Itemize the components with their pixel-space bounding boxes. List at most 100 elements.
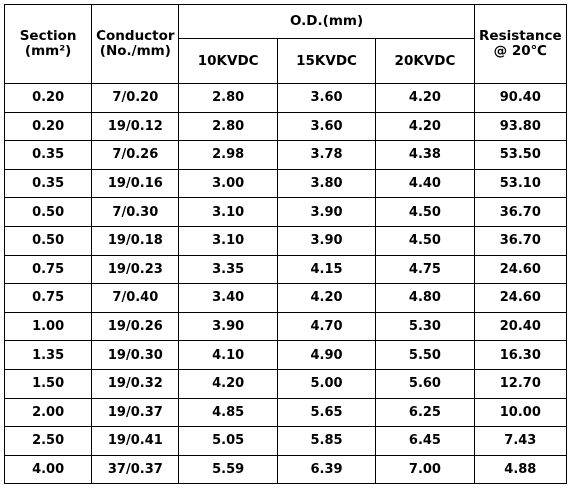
cell-section: 1.35 xyxy=(3,340,93,370)
cell-resistance: 36.70 xyxy=(473,197,568,227)
cell-conductor: 7/0.26 xyxy=(91,140,180,170)
cell-od-15kvdc: 4.15 xyxy=(276,254,377,285)
cell-od-20kvdc: 4.75 xyxy=(375,254,475,285)
cell-conductor: 7/0.40 xyxy=(91,283,180,313)
cell-conductor: 19/0.30 xyxy=(91,340,180,370)
table-row: 0.20 19/0.12 2.80 3.60 4.20 93.80 xyxy=(3,111,568,142)
cell-conductor: 19/0.16 xyxy=(91,168,180,199)
table-row: 0.35 7/0.26 2.98 3.78 4.38 53.50 xyxy=(3,140,568,170)
cell-od-10kvdc: 5.05 xyxy=(178,426,278,456)
cell-section: 1.50 xyxy=(3,368,93,399)
cell-conductor: 19/0.23 xyxy=(91,254,180,285)
cell-conductor: 19/0.37 xyxy=(91,397,180,428)
cell-conductor: 19/0.32 xyxy=(91,368,180,399)
cell-od-15kvdc: 5.85 xyxy=(276,426,377,456)
cell-resistance: 10.00 xyxy=(473,397,568,428)
cell-resistance: 20.40 xyxy=(473,311,568,342)
cell-section: 0.20 xyxy=(3,83,93,113)
cell-od-20kvdc: 4.40 xyxy=(375,168,475,199)
header-conductor-title: Conductor xyxy=(96,28,175,44)
cell-od-20kvdc: 6.45 xyxy=(375,426,475,456)
cell-od-15kvdc: 5.65 xyxy=(276,397,377,428)
cell-od-20kvdc: 5.50 xyxy=(375,340,475,370)
cell-od-10kvdc: 4.85 xyxy=(178,397,278,428)
cell-od-15kvdc: 3.80 xyxy=(276,168,377,199)
table-row: 1.35 19/0.30 4.10 4.90 5.50 16.30 xyxy=(3,340,568,370)
cable-spec-table: Section (mm²) Conductor (No./mm) O.D.(mm… xyxy=(3,4,568,485)
table-row: 0.35 19/0.16 3.00 3.80 4.40 53.10 xyxy=(3,168,568,199)
cell-section: 0.35 xyxy=(3,168,93,199)
cell-section: 1.00 xyxy=(3,311,93,342)
cell-section: 2.00 xyxy=(3,397,93,428)
cell-resistance: 53.50 xyxy=(473,140,568,170)
cell-conductor: 7/0.20 xyxy=(91,83,180,113)
table-row: 0.50 7/0.30 3.10 3.90 4.50 36.70 xyxy=(3,197,568,227)
cell-od-15kvdc: 5.00 xyxy=(276,368,377,399)
cell-conductor: 19/0.18 xyxy=(91,225,180,256)
table-row: 0.50 19/0.18 3.10 3.90 4.50 36.70 xyxy=(3,225,568,256)
table-row: 4.00 37/0.37 5.59 6.39 7.00 4.88 xyxy=(3,454,568,485)
cell-od-10kvdc: 3.10 xyxy=(178,197,278,227)
cell-od-15kvdc: 3.90 xyxy=(276,197,377,227)
header-od-group: O.D.(mm) xyxy=(178,4,475,39)
cell-od-10kvdc: 3.40 xyxy=(178,283,278,313)
header-resistance-unit: @ 20℃ xyxy=(493,43,547,59)
cell-od-10kvdc: 3.90 xyxy=(178,311,278,342)
cell-od-20kvdc: 4.80 xyxy=(375,283,475,313)
cell-od-15kvdc: 3.60 xyxy=(276,83,377,113)
table-row: 1.50 19/0.32 4.20 5.00 5.60 12.70 xyxy=(3,368,568,399)
header-od-10kvdc: 10KVDC xyxy=(178,38,278,84)
cell-resistance: 12.70 xyxy=(473,368,568,399)
cell-resistance: 7.43 xyxy=(473,426,568,456)
cell-od-15kvdc: 6.39 xyxy=(276,454,377,485)
cell-resistance: 36.70 xyxy=(473,225,568,256)
cell-od-10kvdc: 2.80 xyxy=(178,83,278,113)
cell-section: 4.00 xyxy=(3,454,93,485)
cell-od-10kvdc: 3.00 xyxy=(178,168,278,199)
cell-resistance: 24.60 xyxy=(473,254,568,285)
cell-od-20kvdc: 4.38 xyxy=(375,140,475,170)
cell-od-10kvdc: 3.10 xyxy=(178,225,278,256)
table-row: 0.75 19/0.23 3.35 4.15 4.75 24.60 xyxy=(3,254,568,285)
header-section: Section (mm²) xyxy=(3,4,93,84)
cell-od-20kvdc: 5.30 xyxy=(375,311,475,342)
cell-resistance: 16.30 xyxy=(473,340,568,370)
cell-resistance: 93.80 xyxy=(473,111,568,142)
header-conductor-unit: (No./mm) xyxy=(99,43,171,59)
cell-section: 0.50 xyxy=(3,225,93,256)
cell-section: 0.20 xyxy=(3,111,93,142)
cell-section: 2.50 xyxy=(3,426,93,456)
cell-resistance: 53.10 xyxy=(473,168,568,199)
cell-od-15kvdc: 3.90 xyxy=(276,225,377,256)
cell-od-20kvdc: 4.20 xyxy=(375,83,475,113)
cell-od-10kvdc: 5.59 xyxy=(178,454,278,485)
cell-od-10kvdc: 4.20 xyxy=(178,368,278,399)
header-row-sub: 10KVDC 15KVDC 20KVDC xyxy=(5,38,567,84)
table-row: 0.20 7/0.20 2.80 3.60 4.20 90.40 xyxy=(3,83,568,113)
cell-od-20kvdc: 7.00 xyxy=(375,454,475,485)
cell-conductor: 37/0.37 xyxy=(91,454,180,485)
cell-od-10kvdc: 2.80 xyxy=(178,111,278,142)
table-row: 2.00 19/0.37 4.85 5.65 6.25 10.00 xyxy=(3,397,568,428)
cell-resistance: 90.40 xyxy=(473,83,568,113)
cell-od-20kvdc: 5.60 xyxy=(375,368,475,399)
table-header: Section (mm²) Conductor (No./mm) O.D.(mm… xyxy=(3,4,568,84)
cell-od-10kvdc: 2.98 xyxy=(178,140,278,170)
cell-od-15kvdc: 3.78 xyxy=(276,140,377,170)
cell-od-10kvdc: 3.35 xyxy=(178,254,278,285)
cell-od-20kvdc: 4.50 xyxy=(375,197,475,227)
cell-section: 0.75 xyxy=(3,254,93,285)
cell-od-15kvdc: 4.20 xyxy=(276,283,377,313)
header-section-unit: (mm²) xyxy=(24,43,72,59)
header-section-title: Section xyxy=(19,28,77,44)
cell-od-15kvdc: 4.90 xyxy=(276,340,377,370)
cell-od-20kvdc: 6.25 xyxy=(375,397,475,428)
table-body: 0.20 7/0.20 2.80 3.60 4.20 90.40 0.20 19/0.12 2.… xyxy=(3,83,568,485)
table-row: 0.75 7/0.40 3.40 4.20 4.80 24.60 xyxy=(3,283,568,313)
header-od-20kvdc: 20KVDC xyxy=(375,38,475,84)
cell-od-15kvdc: 4.70 xyxy=(276,311,377,342)
cell-section: 0.35 xyxy=(3,140,93,170)
cell-conductor: 19/0.12 xyxy=(91,111,180,142)
cell-conductor: 19/0.26 xyxy=(91,311,180,342)
table-row: 2.50 19/0.41 5.05 5.85 6.45 7.43 xyxy=(3,426,568,456)
